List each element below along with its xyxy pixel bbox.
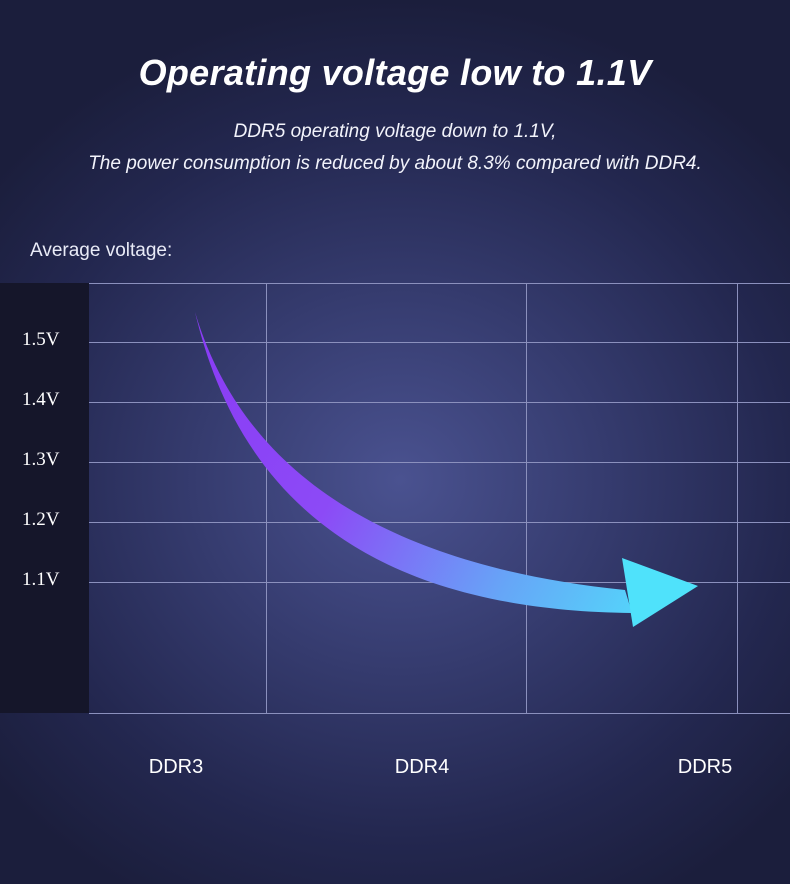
arrow-head: [622, 558, 698, 627]
y-tick-label: 1.1V: [22, 569, 60, 590]
x-tick-label: DDR3: [148, 756, 204, 778]
y-tick-label: 1.4V: [22, 389, 60, 410]
voltage-trend-arrow: [195, 312, 632, 613]
y-axis-panel: [0, 283, 89, 713]
subtitle-line-2: The power consumption is reduced by abou…: [88, 153, 702, 174]
x-tick-label: DDR5: [677, 756, 733, 778]
subtitle-line-1: DDR5 operating voltage down to 1.1V,: [233, 121, 557, 142]
y-tick-label: 1.2V: [22, 509, 60, 530]
page-title: Operating voltage low to 1.1V: [138, 52, 652, 93]
x-tick-label: DDR4: [394, 756, 450, 778]
y-tick-label: 1.5V: [22, 329, 60, 350]
y-axis-caption: Average voltage:: [30, 240, 173, 261]
y-tick-label: 1.3V: [22, 449, 60, 470]
